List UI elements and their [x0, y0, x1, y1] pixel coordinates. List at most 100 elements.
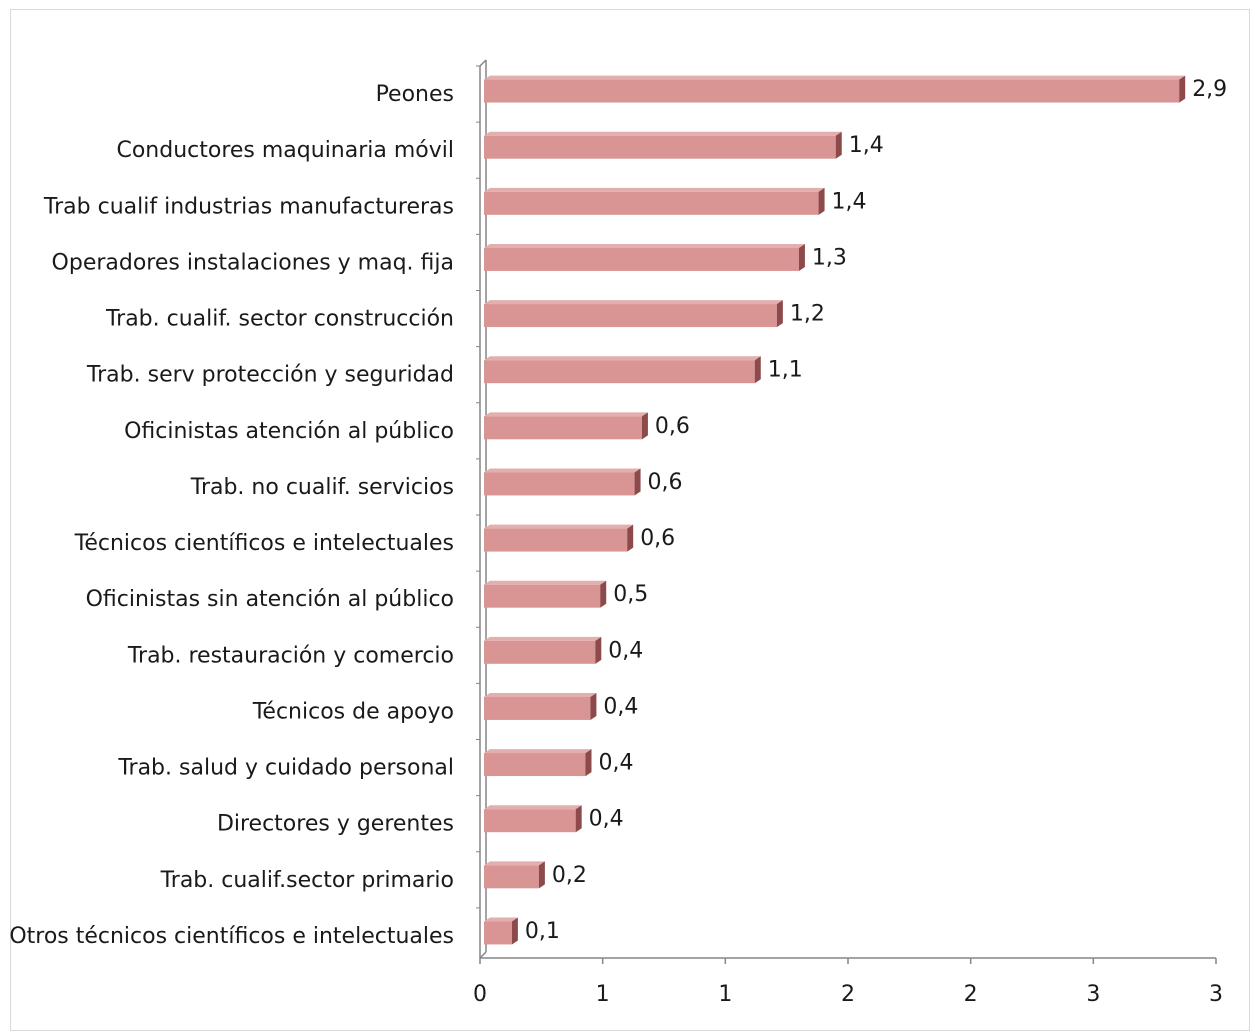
bar-face	[484, 247, 799, 271]
category-label: Conductores maquinaria móvil	[116, 138, 454, 163]
bar-face	[484, 640, 596, 664]
bar-face	[484, 528, 628, 552]
bar-side	[754, 356, 761, 384]
bar-top	[484, 524, 634, 529]
bar-top	[484, 636, 602, 641]
bar: 0,4	[484, 636, 643, 664]
bar-side	[590, 692, 597, 720]
bar: 0,6	[484, 412, 690, 440]
y-axis-bottom-edge	[479, 951, 487, 959]
data-label: 0,4	[589, 807, 624, 832]
bar-side	[835, 131, 842, 159]
bar-top	[484, 805, 582, 810]
bar: 1,4	[484, 187, 867, 215]
data-label: 0,6	[648, 470, 683, 495]
category-label: Oficinistas sin atención al público	[86, 587, 454, 612]
bar: 0,6	[484, 524, 675, 552]
data-label: 0,4	[598, 751, 633, 776]
bar-top	[484, 749, 592, 754]
category-labels: Peones Conductores maquinaria móvil Trab c…	[9, 82, 454, 949]
data-label: 1,3	[812, 245, 847, 270]
bar-top	[484, 131, 842, 136]
category-label: Peones	[376, 82, 454, 107]
bar: 0,2	[484, 861, 587, 889]
x-tick-label: 0	[473, 982, 487, 1007]
data-label: 0,6	[640, 526, 675, 551]
bar-top	[484, 300, 783, 305]
bar: 2,9	[484, 75, 1227, 103]
chart-frame	[10, 9, 1250, 1031]
bar-top	[484, 468, 641, 473]
data-label: 0,6	[655, 414, 690, 439]
bar-face	[484, 696, 591, 720]
bar: 0,6	[484, 468, 683, 496]
category-label: Trab. salud y cuidado personal	[117, 756, 454, 781]
x-tick-labels: 0 1 1 2 2 3 3	[473, 982, 1223, 1007]
bar-face	[484, 304, 777, 328]
bar-side	[818, 187, 825, 215]
bars: 2,9 1,4 1,4 1,3 1,2 1,1 0,6 0,6 0,6 0,5 0,4 0,4 0,4 0…	[484, 75, 1227, 945]
category-label: Técnicos de apoyo	[252, 699, 454, 724]
x-tick-label: 1	[596, 982, 610, 1007]
bar-face	[484, 79, 1180, 103]
data-label: 0,5	[613, 582, 648, 607]
bar-top	[484, 861, 545, 866]
data-label: 1,4	[832, 189, 867, 214]
category-label: Trab cualif industrias manufactureras	[43, 194, 454, 219]
category-label: Trab. cualif.sector primario	[160, 868, 454, 893]
bar: 0,5	[484, 580, 648, 608]
bar-side	[538, 861, 545, 889]
bar-side	[627, 524, 634, 552]
bar: 0,4	[484, 749, 633, 777]
bar: 1,3	[484, 243, 847, 271]
bar-face	[484, 191, 819, 215]
bar-top	[484, 187, 825, 192]
data-label: 2,9	[1192, 77, 1227, 102]
data-label: 0,4	[603, 694, 638, 719]
category-label: Técnicos científicos e intelectuales	[74, 531, 454, 556]
bar-face	[484, 135, 836, 159]
bar: 1,2	[484, 300, 825, 328]
bar: 0,4	[484, 692, 638, 720]
bar-side	[641, 412, 648, 440]
data-label: 1,4	[849, 133, 884, 158]
bar-top	[484, 917, 518, 922]
data-label: 0,2	[552, 863, 587, 888]
bar-top	[484, 75, 1186, 80]
bar-face	[484, 753, 586, 777]
bar-side	[776, 300, 783, 328]
bar-top	[484, 356, 761, 361]
category-label: Operadores instalaciones y maq. fija	[52, 250, 454, 275]
bar-side	[595, 636, 602, 664]
data-label: 1,1	[768, 358, 803, 383]
bar-top	[484, 412, 648, 417]
x-tick-label: 2	[841, 982, 855, 1007]
bar-face	[484, 472, 635, 496]
category-label: Trab. serv protección y seguridad	[86, 363, 454, 388]
bar-top	[484, 692, 597, 697]
data-label: 0,4	[608, 638, 643, 663]
category-label: Trab. no cualif. servicios	[190, 475, 454, 500]
bar-top	[484, 580, 607, 585]
bar-side	[600, 580, 607, 608]
data-label: 0,1	[525, 919, 560, 944]
x-tick-label: 3	[1209, 982, 1223, 1007]
category-label: Oficinistas atención al público	[124, 419, 454, 444]
bar-side	[798, 243, 805, 271]
bar-side	[511, 917, 518, 945]
category-label: Directores y gerentes	[217, 812, 454, 837]
bar-face	[484, 416, 642, 440]
bar-face	[484, 865, 539, 889]
bar: 0,1	[484, 917, 560, 945]
x-tick-label: 2	[964, 982, 978, 1007]
bar: 1,1	[484, 356, 803, 384]
bar-face	[484, 360, 755, 384]
bar-top	[484, 243, 805, 248]
category-label: Otros técnicos científicos e intelectual…	[9, 924, 454, 949]
bar-side	[575, 805, 582, 833]
bar-face	[484, 584, 601, 608]
x-tick-label: 1	[718, 982, 732, 1007]
bar-side	[1179, 75, 1186, 103]
x-tick-label: 3	[1086, 982, 1100, 1007]
